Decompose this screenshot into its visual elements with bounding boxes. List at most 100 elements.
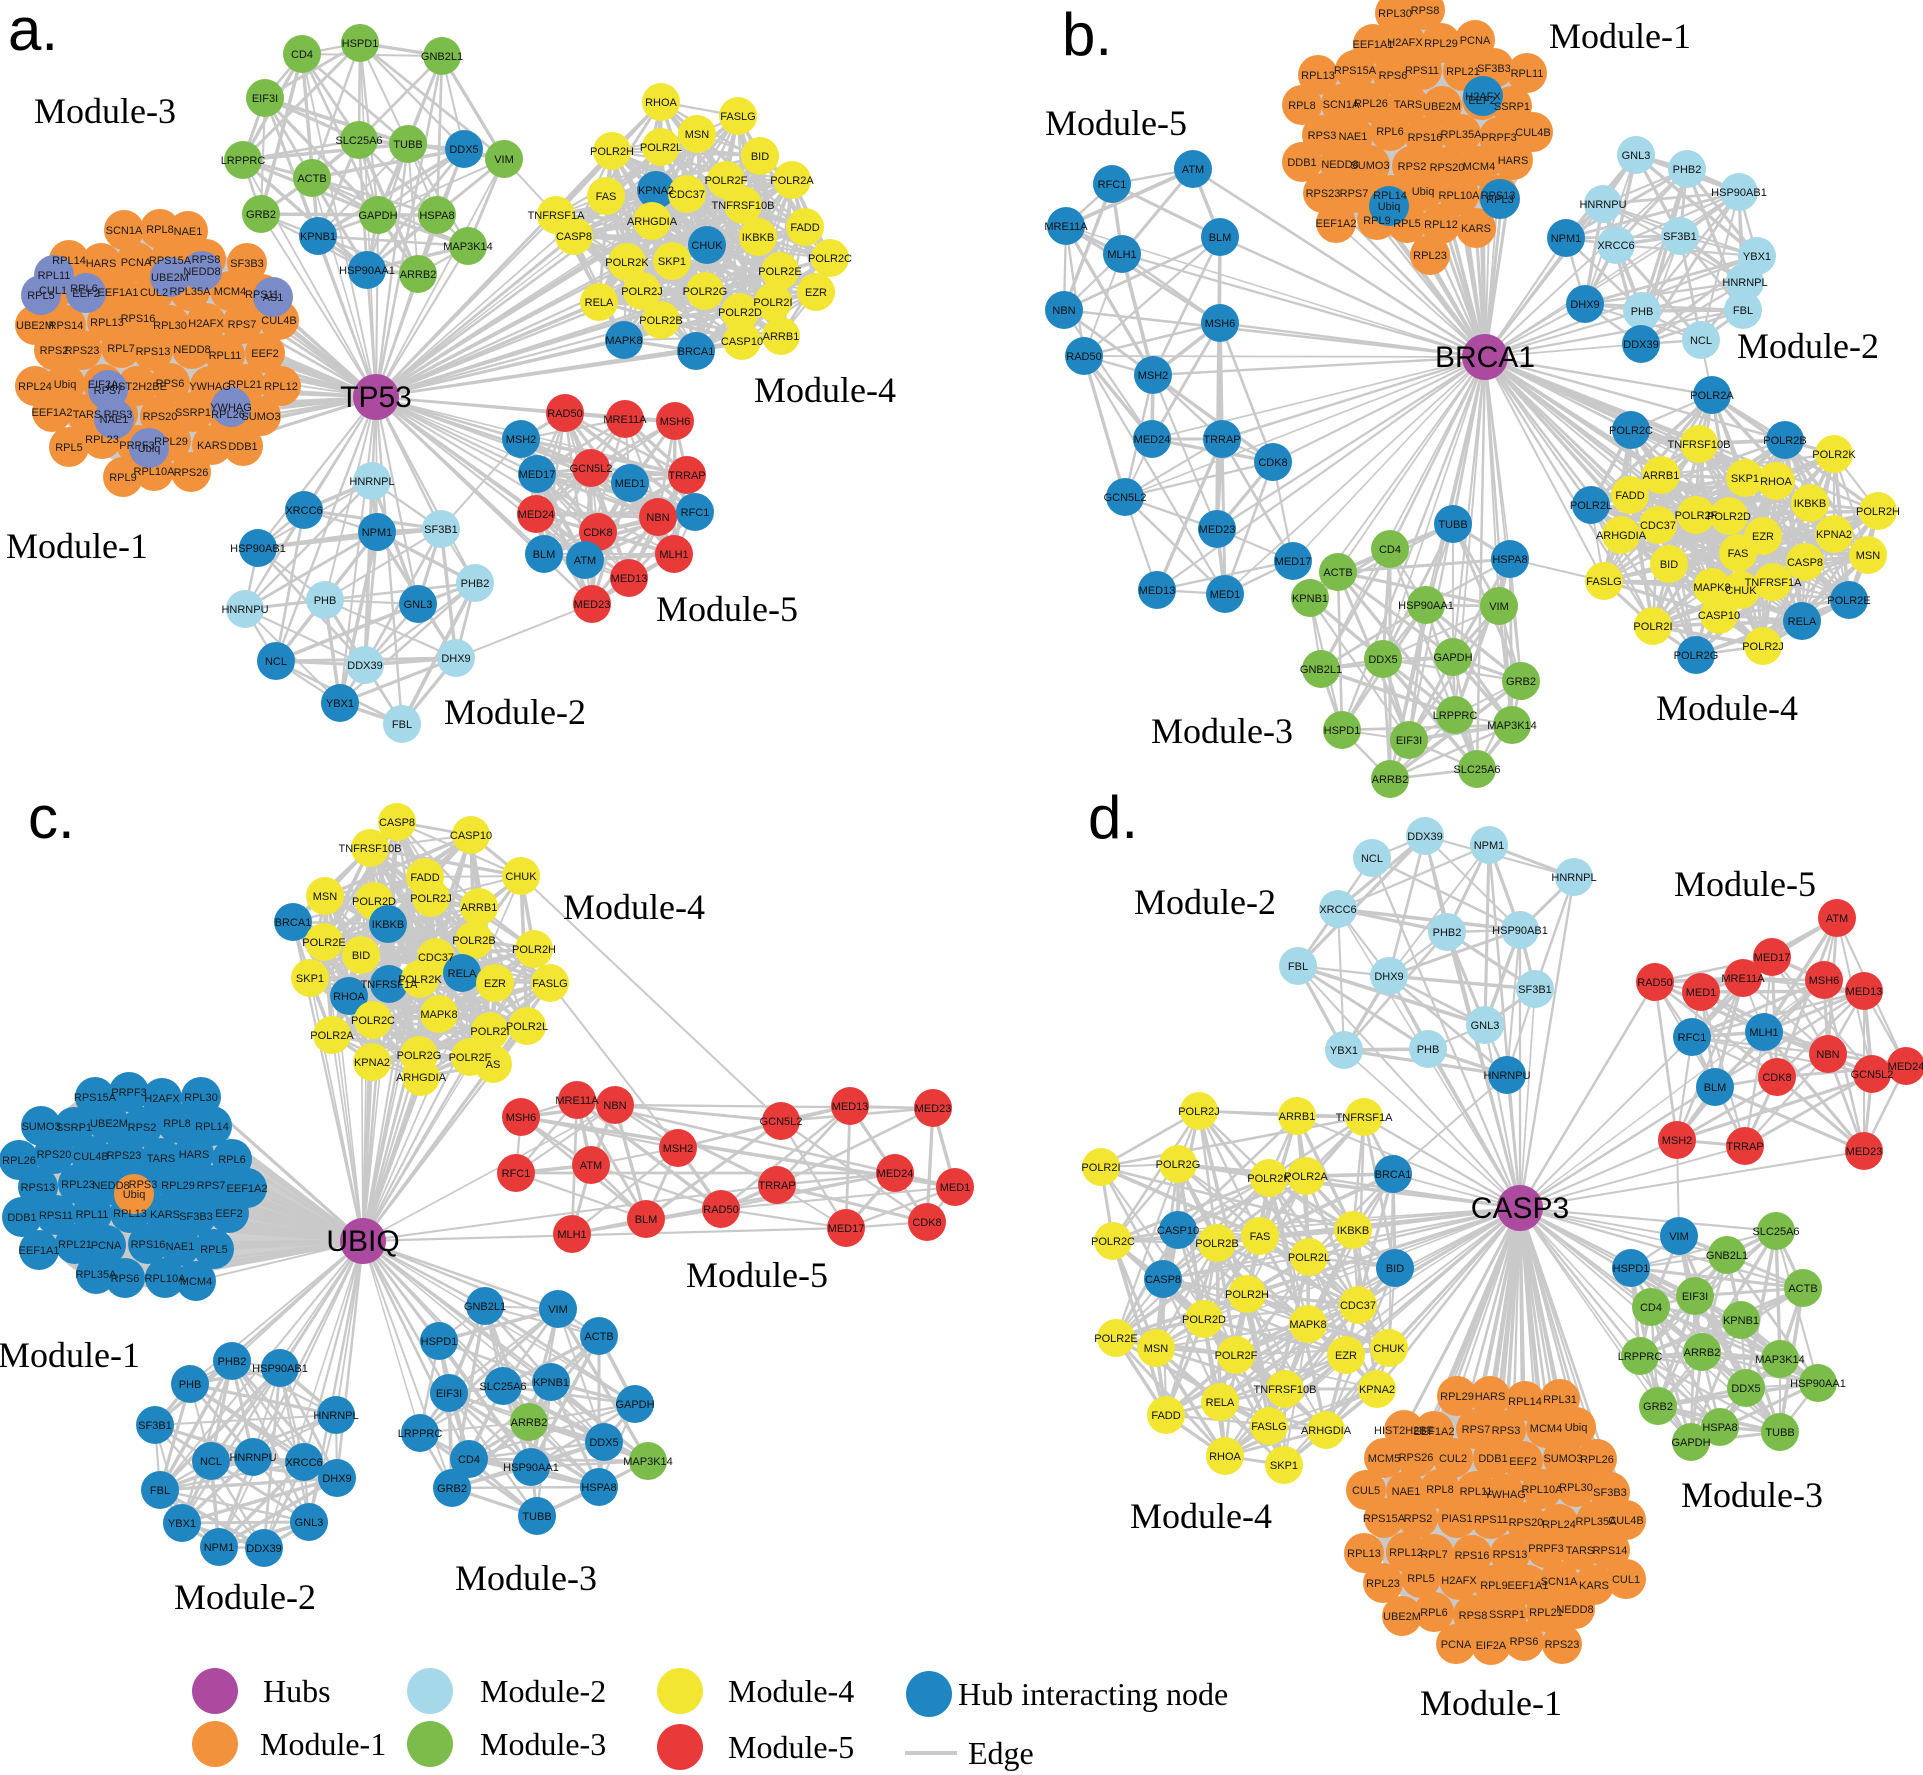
svg-text:HSP90AA1: HSP90AA1 xyxy=(1398,600,1454,612)
svg-text:HSP90AA1: HSP90AA1 xyxy=(339,265,395,277)
svg-text:RPL13: RPL13 xyxy=(90,317,124,329)
svg-text:KARS: KARS xyxy=(1461,223,1491,235)
svg-text:GCN5L2: GCN5L2 xyxy=(1851,1069,1894,1081)
svg-text:UBE2M: UBE2M xyxy=(90,1118,128,1130)
svg-text:POLR2F: POLR2F xyxy=(1215,1350,1258,1362)
svg-text:SF3B1: SF3B1 xyxy=(424,524,458,536)
svg-text:GRB2: GRB2 xyxy=(246,209,276,221)
svg-text:MSH6: MSH6 xyxy=(660,416,691,428)
svg-text:RPL12: RPL12 xyxy=(1424,219,1458,231)
svg-text:TRRAP: TRRAP xyxy=(668,470,705,482)
svg-text:HNRNPL: HNRNPL xyxy=(313,1410,358,1422)
svg-text:NAE1: NAE1 xyxy=(1392,1486,1421,1498)
svg-text:EEF2: EEF2 xyxy=(1468,95,1496,107)
svg-text:SSRP1: SSRP1 xyxy=(1489,1609,1525,1621)
svg-text:EEF1A1: EEF1A1 xyxy=(98,287,139,299)
svg-text:RPL23: RPL23 xyxy=(61,1179,95,1191)
svg-text:SKP1: SKP1 xyxy=(658,256,686,268)
svg-text:HNRNPU: HNRNPU xyxy=(1483,1070,1530,1082)
svg-text:Module-5: Module-5 xyxy=(686,1255,828,1295)
svg-text:RPS6: RPS6 xyxy=(111,1273,140,1285)
svg-text:RPS13: RPS13 xyxy=(21,1182,56,1194)
svg-text:HSP90AA1: HSP90AA1 xyxy=(503,1462,559,1474)
svg-text:POLR2I: POLR2I xyxy=(753,297,792,309)
svg-text:AS: AS xyxy=(486,1059,501,1071)
svg-text:RPL6: RPL6 xyxy=(1376,126,1404,138)
svg-text:ATM: ATM xyxy=(574,555,596,567)
svg-text:RPS11: RPS11 xyxy=(245,289,279,301)
svg-text:RPL11: RPL11 xyxy=(1460,1486,1493,1498)
svg-text:HSPA8: HSPA8 xyxy=(419,210,454,222)
svg-text:KPNB1: KPNB1 xyxy=(533,1377,569,1389)
svg-text:POLR2L: POLR2L xyxy=(640,142,682,154)
svg-text:MED23: MED23 xyxy=(1846,1146,1883,1158)
svg-text:NPM1: NPM1 xyxy=(362,527,393,539)
svg-text:POLR2D: POLR2D xyxy=(352,896,396,908)
svg-text:MLH1: MLH1 xyxy=(1107,249,1136,261)
svg-text:RPS16: RPS16 xyxy=(1408,132,1443,144)
svg-text:NEDD8: NEDD8 xyxy=(1556,1604,1593,1616)
svg-text:DDX39: DDX39 xyxy=(1407,831,1442,843)
svg-text:IKBKB: IKBKB xyxy=(742,232,774,244)
svg-text:RPS20: RPS20 xyxy=(1430,162,1465,174)
svg-text:HNRNPL: HNRNPL xyxy=(349,476,394,488)
svg-text:NCL: NCL xyxy=(200,1456,222,1468)
svg-text:POLR2B: POLR2B xyxy=(1763,435,1806,447)
svg-text:MRE11A: MRE11A xyxy=(555,1095,599,1107)
svg-text:HIST2H2BE: HIST2H2BE xyxy=(1374,1425,1434,1437)
svg-text:NCL: NCL xyxy=(1361,853,1383,865)
svg-text:RPS20: RPS20 xyxy=(143,411,178,423)
svg-text:RPS7: RPS7 xyxy=(1340,188,1369,200)
svg-text:HSP90AA1: HSP90AA1 xyxy=(1790,1378,1846,1390)
svg-text:EEF1A2: EEF1A2 xyxy=(1316,218,1357,230)
svg-text:CDK8: CDK8 xyxy=(1258,457,1287,469)
svg-text:GRB2: GRB2 xyxy=(1643,1401,1673,1413)
svg-text:VIM: VIM xyxy=(1669,1231,1689,1243)
svg-text:Module-2: Module-2 xyxy=(1134,882,1276,922)
svg-text:SF3B1: SF3B1 xyxy=(1518,984,1552,996)
svg-text:RPL11: RPL11 xyxy=(1511,68,1544,80)
svg-text:Module-2: Module-2 xyxy=(1737,326,1879,366)
svg-text:RPS11: RPS11 xyxy=(1474,1514,1508,1526)
svg-text:POLR2J: POLR2J xyxy=(1178,1106,1220,1118)
svg-text:FADD: FADD xyxy=(410,872,439,884)
svg-text:MED23: MED23 xyxy=(915,1103,952,1115)
svg-text:EIF3I: EIF3I xyxy=(436,1388,462,1400)
svg-text:RPL26: RPL26 xyxy=(2,1155,36,1167)
svg-text:RPS11: RPS11 xyxy=(1405,65,1439,77)
svg-text:GAPDH: GAPDH xyxy=(358,210,397,222)
svg-text:H2AFX: H2AFX xyxy=(144,1093,180,1105)
svg-text:SF3B3: SF3B3 xyxy=(179,1211,213,1223)
svg-text:DDB1: DDB1 xyxy=(1478,1453,1507,1465)
svg-text:EIF3I: EIF3I xyxy=(252,93,278,105)
svg-text:H2AFX: H2AFX xyxy=(188,318,224,330)
svg-text:MAPK8: MAPK8 xyxy=(605,335,642,347)
svg-text:Module-1: Module-1 xyxy=(260,1726,386,1762)
svg-text:VIM: VIM xyxy=(494,154,514,166)
svg-text:KPNA2: KPNA2 xyxy=(1359,1384,1395,1396)
svg-text:PCNA: PCNA xyxy=(1441,1639,1472,1651)
svg-text:POLR2L: POLR2L xyxy=(1288,1252,1330,1264)
svg-text:KPNB1: KPNB1 xyxy=(1292,593,1328,605)
svg-text:POLR2E: POLR2E xyxy=(302,937,345,949)
svg-text:RPL23: RPL23 xyxy=(1413,250,1447,262)
svg-text:PHB2: PHB2 xyxy=(461,578,490,590)
svg-text:SUMO3: SUMO3 xyxy=(1350,160,1389,172)
svg-text:POLR2F: POLR2F xyxy=(1675,510,1718,522)
svg-text:MSH2: MSH2 xyxy=(1138,370,1169,382)
svg-text:RPL11: RPL11 xyxy=(38,270,71,282)
svg-text:GNB2L1: GNB2L1 xyxy=(421,51,463,63)
svg-text:MED13: MED13 xyxy=(611,573,648,585)
svg-text:FADD: FADD xyxy=(1615,490,1644,502)
svg-text:Module-1: Module-1 xyxy=(6,526,148,566)
svg-text:GCN5L2: GCN5L2 xyxy=(760,1116,803,1128)
svg-text:IKBKB: IKBKB xyxy=(1794,498,1826,510)
svg-text:Module-5: Module-5 xyxy=(1045,103,1187,143)
svg-text:GRB2: GRB2 xyxy=(1506,676,1536,688)
svg-text:RPL29: RPL29 xyxy=(1440,1391,1474,1403)
svg-text:RPS8: RPS8 xyxy=(192,254,221,266)
svg-text:NPM1: NPM1 xyxy=(1474,840,1505,852)
svg-text:DDX5: DDX5 xyxy=(1368,654,1397,666)
svg-text:UBE2M: UBE2M xyxy=(16,320,54,332)
svg-text:CUL4B: CUL4B xyxy=(1608,1515,1643,1527)
